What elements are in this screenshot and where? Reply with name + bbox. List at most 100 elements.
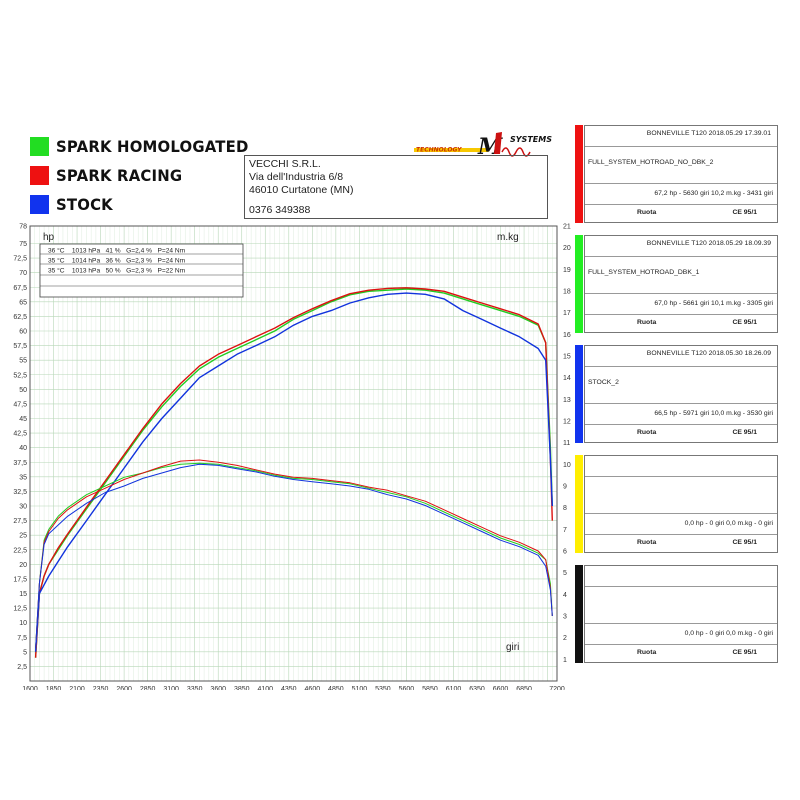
y-tick-label: 55 — [19, 358, 27, 365]
y2-tick-label: 4 — [563, 592, 567, 599]
run-stats: 67,2 hp - 5630 giri 10,2 m.kg - 3431 gir… — [654, 190, 773, 197]
y2-tick-label: 7 — [563, 527, 567, 534]
panel-box: 0,0 hp - 0 giri 0,0 m.kg - 0 giri Ruota C… — [584, 565, 778, 663]
y-tick-label: 7,5 — [17, 635, 27, 642]
run-ce: CE 95/1 — [732, 209, 757, 216]
y2-tick-label: 20 — [563, 245, 571, 252]
y2-tick-label: 12 — [563, 419, 571, 426]
run-ruota: Ruota — [637, 209, 657, 216]
run-ruota: Ruota — [637, 319, 657, 326]
company-phone: 0376 349388 — [249, 204, 311, 216]
logo-i-mark — [494, 132, 502, 154]
y2-tick-label: 5 — [563, 570, 567, 577]
condition-row-1: 36 °C 1013 hPa 41 % G=2,4 % P=24 Nm — [48, 247, 186, 255]
logo-technology-text: TECHNOLOGY — [416, 147, 462, 154]
run-panel-3: BONNEVILLE T120 2018.05.30 18.26.09 STOC… — [575, 345, 778, 443]
x-tick-label: 5100 — [352, 686, 368, 690]
panel-color-bar — [575, 235, 583, 333]
y-axis-ticks: 2,557,51012,51517,52022,52527,53032,5353… — [13, 224, 27, 671]
panel-color-bar — [575, 125, 583, 223]
y-tick-label: 25 — [19, 533, 27, 540]
plot-frame — [29, 225, 558, 682]
run-panel-1: BONNEVILLE T120 2018.05.29 17.39.01 FULL… — [575, 125, 778, 223]
series-line-spark-racing-torque — [35, 459, 553, 649]
y2-tick-label: 3 — [563, 614, 567, 621]
panel-box: 0,0 hp - 0 giri 0,0 m.kg - 0 giri Ruota C… — [584, 455, 778, 553]
x-tick-label: 3350 — [187, 686, 203, 690]
x-tick-label: 7200 — [549, 686, 565, 690]
series-line-spark-homologated-torque — [35, 462, 553, 649]
y2-tick-label: 9 — [563, 484, 567, 491]
chart-grid — [29, 225, 558, 681]
legend-label: SPARK HOMOLOGATED — [56, 137, 249, 156]
x-tick-label: 1600 — [22, 686, 38, 690]
company-info: VECCHI S.R.L. Via dell'Industria 6/8 460… — [244, 155, 548, 219]
run-name: FULL_SYSTEM_HOTROAD_NO_DBK_2 — [588, 159, 714, 166]
x-tick-label: 6600 — [493, 686, 509, 690]
y-tick-label: 50 — [19, 387, 27, 394]
y2-tick-label: 19 — [563, 267, 571, 274]
y-tick-label: 10 — [19, 620, 27, 627]
legend-label: STOCK — [56, 195, 113, 214]
y-tick-label: 22,5 — [13, 547, 27, 554]
y-tick-label: 42,5 — [13, 431, 27, 438]
y-tick-label: 67,5 — [13, 285, 27, 292]
series-line-spark-homologated-power — [34, 288, 553, 658]
panel-color-bar — [575, 345, 583, 443]
x-tick-label: 4600 — [305, 686, 321, 690]
run-stats: 67,0 hp - 5661 giri 10,1 m.kg - 3305 gir… — [654, 300, 773, 307]
run-stats: 66,5 hp - 5971 giri 10,0 m.kg - 3530 gir… — [654, 410, 773, 417]
y-tick-label: 2,5 — [17, 664, 27, 671]
y-tick-label: 62,5 — [13, 314, 27, 321]
x-tick-label: 3600 — [210, 686, 226, 690]
y2-tick-label: 10 — [563, 462, 571, 469]
x-tick-label: 2850 — [140, 686, 156, 690]
x-tick-label: 3100 — [163, 686, 179, 690]
run-ce: CE 95/1 — [732, 429, 757, 436]
run-ruota: Ruota — [637, 539, 657, 546]
run-title: BONNEVILLE T120 2018.05.30 18.26.09 — [646, 350, 771, 357]
x-tick-label: 4350 — [281, 686, 297, 690]
y-axis-label: hp — [43, 232, 55, 243]
run-title: BONNEVILLE T120 2018.05.29 18.09.39 — [646, 240, 771, 247]
y-tick-label: 65 — [19, 299, 27, 306]
y2-tick-label: 11 — [563, 440, 570, 447]
panel-color-bar — [575, 455, 583, 553]
legend-swatch-green — [30, 137, 49, 156]
x-tick-label: 6350 — [469, 686, 485, 690]
y-tick-label: 30 — [19, 504, 27, 511]
company-name: VECCHI S.R.L. — [249, 158, 321, 170]
y-tick-label: 72,5 — [13, 256, 27, 263]
x-tick-label: 2350 — [93, 686, 109, 690]
y2-tick-label: 18 — [563, 289, 571, 296]
y-tick-label: 35 — [19, 474, 27, 481]
run-panel-5: 0,0 hp - 0 giri 0,0 m.kg - 0 giri Ruota C… — [575, 565, 778, 663]
run-stats: 0,0 hp - 0 giri 0,0 m.kg - 0 giri — [684, 520, 773, 527]
x-tick-label: 1850 — [46, 686, 62, 690]
panel-box: BONNEVILLE T120 2018.05.29 17.39.01 FULL… — [584, 125, 778, 223]
company-city: 46010 Curtatone (MN) — [249, 184, 354, 196]
y-tick-label: 52,5 — [13, 372, 27, 379]
y-tick-label: 70 — [19, 270, 27, 277]
mivv-logo: TECHNOLOGY M SYSTEMS — [414, 132, 552, 160]
x-axis-label: giri — [506, 642, 519, 653]
x-tick-label: 4850 — [328, 686, 344, 690]
y2-tick-label: 2 — [563, 635, 567, 642]
y2-tick-label: 1 — [563, 657, 567, 664]
run-panel-2: BONNEVILLE T120 2018.05.29 18.09.39 FULL… — [575, 235, 778, 333]
x-tick-label: 4100 — [257, 686, 273, 690]
y2-tick-label: 15 — [563, 354, 571, 361]
x-tick-label: 2600 — [116, 686, 132, 690]
y2-tick-label: 21 — [563, 224, 571, 231]
x-tick-label: 3850 — [234, 686, 250, 690]
x-tick-label: 6850 — [516, 686, 532, 690]
panel-box: BONNEVILLE T120 2018.05.30 18.26.09 STOC… — [584, 345, 778, 443]
y2-tick-label: 17 — [563, 310, 571, 317]
x-tick-label: 5350 — [375, 686, 391, 690]
company-address: Via dell'Industria 6/8 — [249, 171, 344, 183]
y-tick-label: 57,5 — [13, 343, 27, 350]
legend-item-stock: STOCK — [30, 190, 263, 219]
series-lines — [34, 287, 553, 658]
y-tick-label: 60 — [19, 329, 27, 336]
